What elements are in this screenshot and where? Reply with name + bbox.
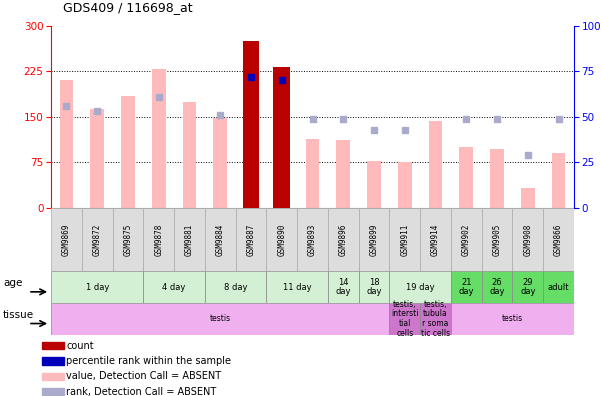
Bar [328,271,359,303]
Bar [243,41,260,208]
Bar [51,303,389,335]
Text: GSM9905: GSM9905 [493,223,502,256]
Bar [183,102,197,208]
Bar [273,67,290,208]
Bar [389,208,420,271]
Text: GSM9911: GSM9911 [400,223,409,256]
Bar [552,153,566,208]
Bar [398,162,412,208]
Text: GSM9878: GSM9878 [154,223,163,256]
Bar [389,271,451,303]
Bar [174,208,205,271]
Bar [90,109,104,208]
Bar [490,149,504,208]
Text: testis,
intersti
tial
cells: testis, intersti tial cells [391,300,418,338]
Bar [213,118,227,208]
Text: GSM9902: GSM9902 [462,223,471,256]
Text: 26
day: 26 day [489,278,505,297]
Bar [481,208,513,271]
Bar [367,161,381,208]
Bar [121,95,135,208]
Text: GSM9893: GSM9893 [308,223,317,256]
Text: 4 day: 4 day [162,283,186,291]
Bar [42,357,64,365]
Text: GDS409 / 116698_at: GDS409 / 116698_at [63,1,193,14]
Bar [459,147,473,208]
Bar [389,303,420,335]
Bar [451,208,481,271]
Text: adult: adult [548,283,569,291]
Text: GSM9884: GSM9884 [216,223,225,256]
Bar [42,388,64,395]
Bar [451,303,574,335]
Bar [42,373,64,380]
Text: GSM9866: GSM9866 [554,223,563,256]
Bar [144,208,174,271]
Text: rank, Detection Call = ABSENT: rank, Detection Call = ABSENT [67,387,217,396]
Bar [543,208,574,271]
Bar [543,271,574,303]
Text: testis,
tubula
r soma
tic cells: testis, tubula r soma tic cells [421,300,450,338]
Text: 14
day: 14 day [335,278,351,297]
Bar [513,208,543,271]
Bar [429,121,442,208]
Bar [42,342,64,349]
Text: 1 day: 1 day [85,283,109,291]
Text: percentile rank within the sample: percentile rank within the sample [67,356,231,366]
Bar [266,271,328,303]
Text: GSM9899: GSM9899 [370,223,379,256]
Bar [481,271,513,303]
Text: 18
day: 18 day [366,278,382,297]
Bar [266,208,297,271]
Text: 19 day: 19 day [406,283,435,291]
Text: GSM9869: GSM9869 [62,223,71,256]
Text: testis: testis [502,314,523,323]
Bar [420,208,451,271]
Bar [144,271,205,303]
Bar [513,271,543,303]
Bar [297,208,328,271]
Text: 29
day: 29 day [520,278,535,297]
Bar [82,208,112,271]
Text: GSM9881: GSM9881 [185,223,194,256]
Bar [328,208,359,271]
Bar [112,208,144,271]
Bar [152,69,166,208]
Bar [451,271,481,303]
Bar [521,188,535,208]
Text: tissue: tissue [3,310,34,320]
Bar [359,208,389,271]
Text: GSM9896: GSM9896 [339,223,348,256]
Bar [51,271,144,303]
Text: testis: testis [210,314,231,323]
Text: count: count [67,341,94,351]
Bar [305,139,320,208]
Text: age: age [3,278,22,288]
Text: 8 day: 8 day [224,283,248,291]
Text: GSM9887: GSM9887 [246,223,255,256]
Bar [205,208,236,271]
Bar [205,271,266,303]
Text: GSM9890: GSM9890 [277,223,286,256]
Bar [337,140,350,208]
Text: GSM9875: GSM9875 [123,223,132,256]
Bar [359,271,389,303]
Text: GSM9872: GSM9872 [93,223,102,256]
Bar [420,303,451,335]
Text: GSM9908: GSM9908 [523,223,532,256]
Bar [59,80,73,208]
Text: value, Detection Call = ABSENT: value, Detection Call = ABSENT [67,371,222,381]
Text: 21
day: 21 day [459,278,474,297]
Text: GSM9914: GSM9914 [431,223,440,256]
Bar [51,208,82,271]
Text: 11 day: 11 day [283,283,311,291]
Bar [236,208,266,271]
